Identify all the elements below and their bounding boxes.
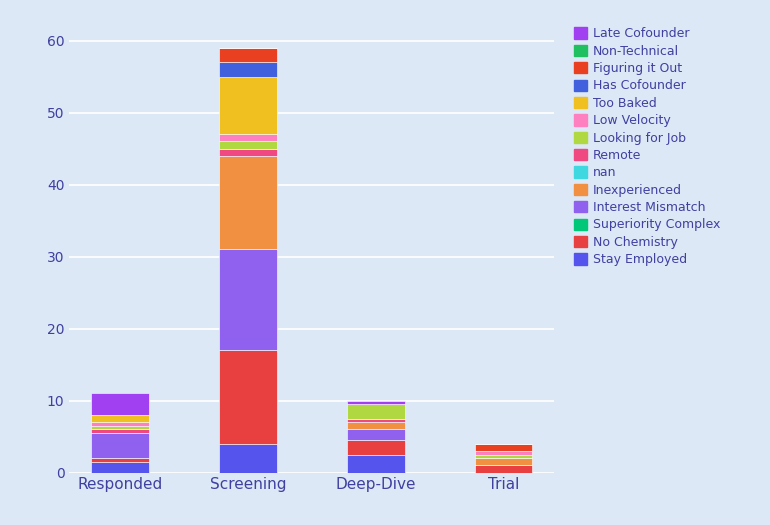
Bar [219, 249, 276, 350]
Bar [347, 455, 404, 472]
Bar [475, 465, 532, 472]
Bar [92, 422, 149, 426]
Bar [219, 350, 276, 444]
Bar [347, 401, 404, 404]
Bar [347, 404, 404, 418]
Bar [219, 134, 276, 141]
Bar [475, 458, 532, 465]
Bar [219, 444, 276, 472]
Bar [219, 62, 276, 77]
Bar [475, 444, 532, 451]
Bar [92, 415, 149, 422]
Bar [347, 422, 404, 429]
Bar [92, 426, 149, 429]
Bar [475, 455, 532, 458]
Bar [92, 458, 149, 461]
Bar [92, 393, 149, 415]
Bar [219, 48, 276, 62]
Bar [92, 429, 149, 433]
Bar [92, 461, 149, 473]
Legend: Late Cofounder, Non-Technical, Figuring it Out, Has Cofounder, Too Baked, Low Ve: Late Cofounder, Non-Technical, Figuring … [571, 24, 724, 270]
Bar [219, 149, 276, 156]
Bar [219, 156, 276, 249]
Bar [219, 141, 276, 149]
Bar [219, 77, 276, 134]
Bar [475, 451, 532, 455]
Bar [347, 440, 404, 455]
Bar [347, 429, 404, 440]
Bar [347, 418, 404, 422]
Bar [92, 433, 149, 458]
